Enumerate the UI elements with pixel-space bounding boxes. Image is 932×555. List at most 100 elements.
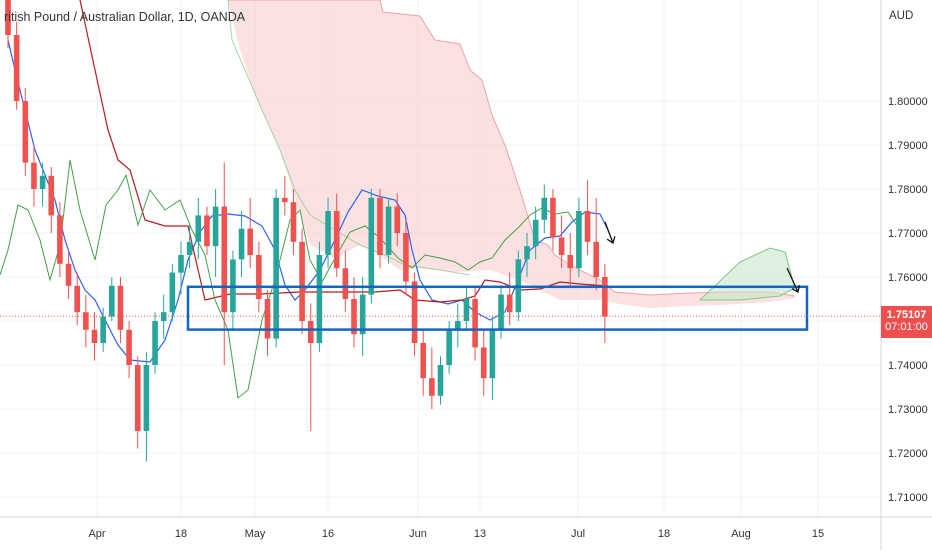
- annotation-zone: [186, 285, 809, 331]
- candle: [195, 197, 202, 260]
- candle: [212, 189, 219, 277]
- candle: [429, 347, 435, 409]
- x-tick-label: Jul: [571, 528, 585, 540]
- candle: [385, 197, 392, 264]
- candle: [264, 290, 271, 357]
- candle-body: [152, 321, 158, 365]
- candle-body: [498, 294, 504, 330]
- candle: [39, 162, 46, 207]
- candle: [126, 321, 132, 379]
- y-tick-label: 1.76000: [888, 272, 928, 284]
- candle-body: [411, 281, 418, 343]
- y-tick-label: 1.77000: [888, 228, 928, 240]
- arrow-head: [606, 236, 616, 245]
- candle-body: [290, 202, 297, 242]
- x-tick-label: 15: [812, 528, 824, 540]
- x-tick-label: Aug: [731, 528, 751, 540]
- candle-body: [109, 285, 115, 317]
- candle: [247, 197, 253, 269]
- candle-body: [31, 162, 37, 189]
- candle-body: [584, 211, 591, 242]
- candle: [325, 197, 331, 269]
- senkou-span-b: [228, 0, 796, 297]
- candle-body: [567, 255, 574, 269]
- candle: [359, 277, 366, 357]
- candle-body: [204, 215, 210, 247]
- candle-body: [576, 211, 582, 269]
- y-tick-label: 1.72000: [888, 448, 928, 460]
- candle-body: [186, 241, 193, 255]
- candle-body: [455, 321, 461, 330]
- candle-body: [368, 197, 375, 295]
- candle: [290, 189, 297, 255]
- candle-body: [256, 255, 262, 299]
- candle-body: [264, 299, 271, 339]
- candle: [83, 294, 89, 348]
- candle: [472, 285, 478, 361]
- y-tick-label: 1.79000: [888, 140, 928, 152]
- candle: [506, 272, 513, 326]
- candle-body: [524, 246, 530, 260]
- candle: [403, 219, 409, 295]
- candle: [109, 277, 115, 321]
- candle: [152, 312, 158, 374]
- candle-body: [91, 329, 98, 343]
- y-tick-label: 1.78000: [888, 184, 928, 196]
- candle-body: [212, 206, 219, 247]
- candle: [299, 228, 305, 335]
- x-tick-label: 18: [658, 528, 670, 540]
- x-tick-label: Apr: [88, 528, 105, 540]
- candle: [377, 189, 383, 269]
- last-price-value: 1.75107: [886, 309, 927, 322]
- candle-body: [282, 197, 288, 203]
- candle-body: [325, 211, 331, 255]
- x-tick-label: 16: [322, 528, 334, 540]
- down-arrow-2: [786, 267, 801, 294]
- candle-body: [403, 233, 409, 282]
- candle-body: [541, 197, 548, 220]
- annotation-arrows: [604, 221, 801, 294]
- candle-body: [143, 365, 150, 431]
- candle: [420, 329, 426, 396]
- bar-countdown: 07:01:00: [885, 321, 928, 334]
- candle: [238, 211, 245, 277]
- candle-body: [221, 206, 228, 313]
- candle-body: [117, 285, 124, 330]
- candle-body: [359, 294, 366, 335]
- candle-body: [472, 299, 478, 348]
- candle: [100, 307, 106, 352]
- candle-body: [506, 294, 513, 313]
- candle-body: [437, 365, 444, 396]
- candle-body: [5, 0, 11, 36]
- candle: [256, 241, 262, 313]
- candle: [282, 175, 288, 216]
- candle: [394, 193, 401, 247]
- candle: [273, 189, 279, 348]
- candle-body: [100, 316, 106, 343]
- candle: [576, 197, 582, 277]
- candle-body: [602, 277, 608, 317]
- candle-body: [57, 215, 63, 264]
- candle-body: [558, 237, 565, 255]
- candle: [143, 351, 150, 462]
- candle: [316, 241, 323, 352]
- candle: [524, 233, 530, 277]
- candle: [541, 184, 548, 233]
- candle-body: [316, 255, 323, 343]
- candle-body: [299, 241, 305, 321]
- candle-body: [532, 219, 539, 247]
- candle-body: [489, 329, 496, 379]
- candle: [550, 189, 556, 251]
- arrow-head: [791, 285, 801, 294]
- candle: [342, 250, 349, 313]
- candle: [91, 312, 98, 361]
- currency-label: AUD: [889, 10, 914, 22]
- candle: [593, 197, 599, 291]
- candle-body: [273, 197, 279, 339]
- candle: [178, 241, 184, 295]
- x-tick-label: 13: [474, 528, 486, 540]
- candle: [48, 167, 55, 233]
- candle: [65, 250, 72, 299]
